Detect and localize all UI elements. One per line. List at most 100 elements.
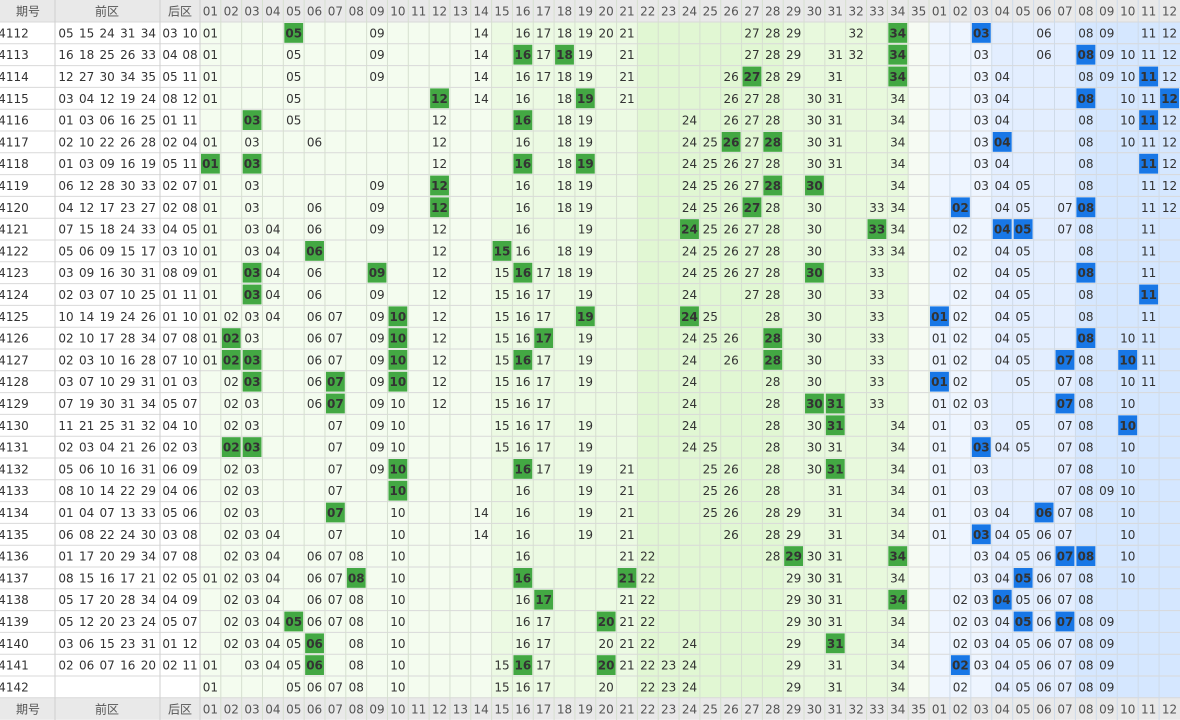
trend-number: 24	[682, 266, 697, 280]
front-number: 34	[141, 550, 156, 564]
front-column-label: 09	[369, 702, 384, 716]
front-number: 31	[141, 266, 156, 280]
hit-cell	[1055, 393, 1075, 414]
back-number: 09	[182, 593, 197, 607]
hit-number: 07	[327, 397, 344, 411]
trend-number: 15	[494, 310, 509, 324]
trend-number: 03	[244, 659, 259, 673]
trend-number: 31	[828, 593, 843, 607]
period: 2024129	[0, 397, 29, 411]
front-number: 12	[79, 201, 94, 215]
front-number: 23	[120, 201, 135, 215]
front-number: 05	[58, 462, 73, 476]
hit-number: 34	[889, 550, 906, 564]
back-number: 01	[162, 114, 177, 128]
trend-number: 28	[765, 462, 780, 476]
period: 2024125	[0, 310, 29, 324]
hit-number: 04	[994, 223, 1011, 237]
front-number: 30	[100, 397, 115, 411]
trend-number: 24	[682, 201, 697, 215]
trend-number: 01	[203, 70, 218, 84]
trend-number: 30	[807, 550, 822, 564]
trend-number: 08	[1078, 397, 1093, 411]
trend-number: 30	[807, 157, 822, 171]
front-column-label: 07	[328, 5, 343, 19]
hit-cell	[430, 175, 449, 196]
front-number: 05	[58, 615, 73, 629]
front-number: 32	[141, 419, 156, 433]
trend-number: 08	[1078, 310, 1093, 324]
back-number: 11	[182, 70, 197, 84]
back-number: 09	[182, 462, 197, 476]
trend-number: 33	[869, 375, 884, 389]
hit-cell	[742, 197, 762, 218]
back-zone	[991, 22, 1013, 698]
trend-number: 05	[286, 48, 301, 62]
front-number: 07	[100, 288, 115, 302]
trend-number: 11	[1141, 179, 1156, 193]
trend-number: 28	[765, 288, 780, 302]
trend-number: 34	[890, 114, 905, 128]
trend-number: 02	[953, 266, 968, 280]
trend-number: 01	[203, 310, 218, 324]
hit-number: 05	[285, 615, 302, 629]
front-number: 12	[100, 92, 115, 106]
front-column-label: 18	[557, 5, 572, 19]
trend-number: 24	[682, 397, 697, 411]
trend-number: 34	[890, 484, 905, 498]
hit-number: 08	[1078, 48, 1095, 62]
front-number: 08	[79, 528, 94, 542]
trend-number: 24	[682, 375, 697, 389]
front-number: 30	[120, 266, 135, 280]
front-column-label: 25	[703, 5, 718, 19]
trend-number: 10	[1120, 114, 1135, 128]
trend-number: 31	[828, 135, 843, 149]
front-number: 06	[79, 659, 94, 673]
trend-number: 33	[869, 397, 884, 411]
hit-cell	[1160, 88, 1179, 109]
front-column-label: 25	[703, 702, 718, 716]
trend-number: 07	[1057, 441, 1072, 455]
trend-number: 04	[995, 659, 1010, 673]
front-zone	[824, 22, 846, 698]
hit-number: 09	[369, 266, 386, 280]
trend-number: 22	[640, 550, 655, 564]
front-number: 18	[79, 48, 94, 62]
hit-cell	[825, 633, 845, 654]
hit-cell	[596, 655, 616, 675]
trend-number: 17	[536, 70, 551, 84]
front-zone	[699, 22, 721, 698]
hit-cell	[930, 371, 949, 392]
front-column-label: 22	[640, 702, 655, 716]
trend-number: 01	[203, 92, 218, 106]
back-column-label: 09	[1099, 702, 1114, 716]
trend-number: 03	[974, 179, 989, 193]
front-number: 19	[100, 310, 115, 324]
front-number: 18	[100, 223, 115, 237]
front-zone	[637, 22, 659, 698]
trend-number: 07	[1057, 528, 1072, 542]
front-number: 16	[120, 462, 135, 476]
front-number: 24	[120, 528, 135, 542]
trend-number: 02	[953, 637, 968, 651]
trend-number: 02	[953, 288, 968, 302]
trend-number: 04	[265, 615, 280, 629]
period: 2024140	[0, 637, 29, 651]
hit-number: 21	[619, 571, 636, 585]
front-zone	[595, 22, 617, 698]
trend-number: 25	[703, 157, 718, 171]
front-number: 28	[100, 179, 115, 193]
front-number: 22	[120, 484, 135, 498]
front-number: 12	[58, 70, 73, 84]
hit-cell	[763, 328, 783, 348]
hit-number: 08	[348, 571, 365, 585]
hit-cell	[388, 328, 408, 348]
trend-number: 25	[703, 201, 718, 215]
hit-cell	[221, 437, 241, 457]
trend-number: 06	[307, 288, 322, 302]
back-number: 04	[162, 48, 177, 62]
hit-cell	[1118, 350, 1138, 370]
trend-number: 03	[244, 593, 259, 607]
front-column-label: 07	[328, 702, 343, 716]
front-number: 24	[141, 92, 156, 106]
